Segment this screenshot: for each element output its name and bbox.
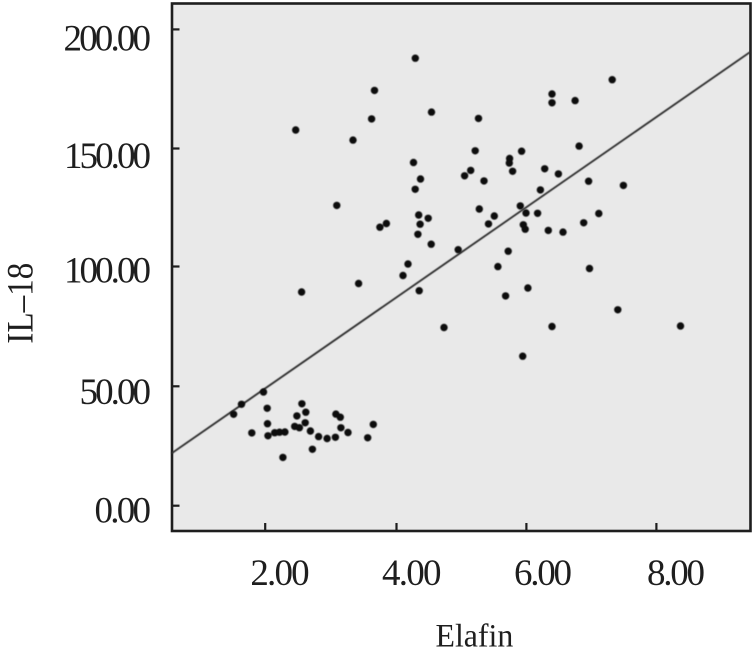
svg-text:0.00: 0.00 <box>95 491 152 532</box>
svg-text:50.00: 50.00 <box>80 372 152 413</box>
svg-text:200.00: 200.00 <box>64 19 152 60</box>
svg-text:100.00: 100.00 <box>64 250 151 291</box>
svg-text:6.00: 6.00 <box>514 553 572 594</box>
svg-text:8.00: 8.00 <box>647 553 705 594</box>
svg-text:4.00: 4.00 <box>382 553 442 594</box>
svg-text:IL–18: IL–18 <box>1 263 42 344</box>
svg-text:Elafin: Elafin <box>436 618 514 652</box>
svg-text:150.00: 150.00 <box>64 136 151 177</box>
svg-text:2.00: 2.00 <box>250 553 309 594</box>
